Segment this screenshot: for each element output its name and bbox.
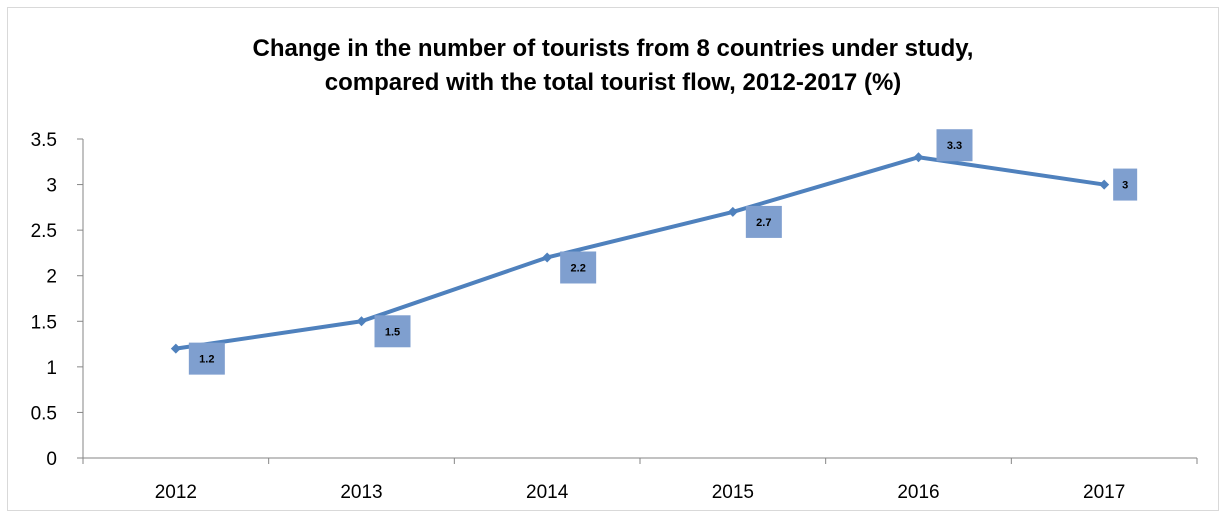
y-tick-label: 2.5	[31, 221, 57, 242]
chart-title: Change in the number of tourists from 8 …	[0, 32, 1226, 100]
data-label-box	[188, 342, 225, 375]
data-label-box	[374, 315, 411, 348]
data-label: 1.5	[385, 326, 400, 338]
y-tick-label: 3.5	[31, 130, 57, 151]
x-tick-label: 2012	[155, 482, 197, 503]
y-tick-label: 2	[46, 267, 57, 288]
data-point-marker	[170, 343, 181, 354]
y-tick-label: 3	[46, 176, 57, 197]
y-tick-label: 1.5	[31, 312, 57, 333]
data-label-box	[560, 251, 597, 284]
y-tick-label: 0.5	[31, 403, 57, 424]
x-tick-label: 2013	[340, 482, 382, 503]
series-line	[173, 155, 1107, 351]
data-label: 1.2	[199, 354, 214, 366]
data-point-marker	[913, 152, 924, 163]
chart-title-line1: Change in the number of tourists from 8 …	[252, 35, 974, 62]
data-point-marker	[356, 316, 367, 327]
data-label: 3.3	[947, 140, 962, 152]
x-tick-label: 2014	[526, 482, 569, 503]
data-label-box	[936, 129, 973, 162]
data-label: 2.7	[756, 217, 771, 229]
y-tick-label: 0	[46, 449, 57, 470]
data-label: 2.2	[571, 262, 586, 274]
x-tick-label: 2017	[1083, 482, 1125, 503]
data-label: 3	[1122, 180, 1128, 192]
y-tick-label: 1	[46, 358, 57, 379]
data-point-marker	[1099, 179, 1110, 190]
x-tick-label: 2016	[897, 482, 939, 503]
chart-frame	[7, 7, 1219, 511]
data-label-box	[1113, 168, 1138, 201]
data-point-marker	[542, 252, 553, 263]
data-label-box	[745, 205, 782, 238]
chart-title-line2: compared with the total tourist flow, 20…	[324, 69, 902, 96]
data-point-marker	[727, 206, 738, 217]
x-tick-label: 2015	[712, 482, 754, 503]
